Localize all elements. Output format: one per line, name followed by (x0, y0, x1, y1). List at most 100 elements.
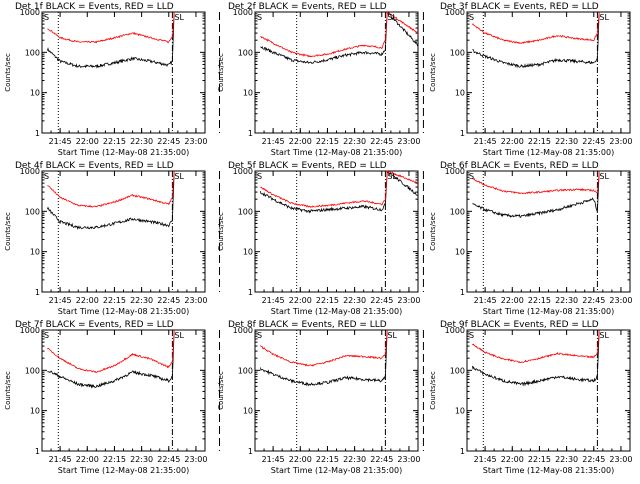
x-tick-label: 22:30 (555, 455, 578, 464)
series-line-events (260, 11, 419, 64)
saa-start-label: S (44, 13, 49, 22)
x-tick-label: 22:30 (343, 455, 366, 464)
x-tick-label: 23:00 (609, 455, 632, 464)
saa-start-label: S (257, 172, 262, 181)
y-tick-label: 1 (35, 129, 40, 138)
y-tick-label: 10 (243, 248, 253, 257)
series-line-events (472, 329, 600, 387)
x-tick-label: 22:00 (76, 296, 99, 305)
x-tick-label: 23:00 (397, 137, 420, 146)
x-tick-label: 22:15 (103, 137, 126, 146)
y-tick-label: 1000 (445, 167, 465, 176)
panel-1: Det 1f BLACK = Events, RED = LLD Counts/s… (4, 2, 220, 157)
saa-end-label: SL (174, 13, 184, 22)
x-tick-label: 22:00 (289, 455, 312, 464)
y-tick-label: 100 (238, 48, 253, 57)
y-tick-label: 10 (243, 407, 253, 416)
panel-title: Det 9f BLACK = Events, RED = LLD (440, 320, 599, 330)
y-tick-label: 1 (248, 129, 253, 138)
series-line-lld (472, 329, 600, 364)
series-line-events (260, 170, 419, 214)
y-tick-label: 10 (30, 248, 40, 257)
x-axis-label: Start Time (12-May-08 21:35:00) (483, 466, 614, 475)
y-tick-label: 1 (460, 447, 465, 456)
plot-frame (41, 11, 206, 134)
y-tick-label: 1 (248, 447, 253, 456)
saa-start-label: S (257, 331, 262, 340)
x-tick-label: 22:15 (103, 296, 126, 305)
y-axis-label: Counts/sec (429, 371, 437, 410)
x-tick-label: 22:30 (130, 296, 153, 305)
series-line-lld (260, 329, 388, 367)
x-axis-label: Start Time (12-May-08 21:35:00) (271, 307, 402, 316)
panel-title: Det 3f BLACK = Events, RED = LLD (440, 2, 599, 12)
x-tick-label: 21:45 (262, 137, 285, 146)
x-tick-label: 22:30 (555, 137, 578, 146)
saa-start-label: S (469, 331, 474, 340)
y-tick-label: 100 (25, 207, 40, 216)
x-tick-label: 22:30 (130, 455, 153, 464)
saa-start-label: S (469, 13, 474, 22)
plot-frame (466, 329, 631, 452)
y-tick-label: 1000 (20, 8, 40, 17)
series-line-lld (47, 11, 175, 44)
x-tick-label: 22:45 (157, 137, 180, 146)
x-tick-label: 21:45 (262, 296, 285, 305)
x-tick-label: 22:15 (103, 455, 126, 464)
saa-end-label: SL (599, 13, 609, 22)
series-line-events (47, 329, 175, 389)
y-tick-label: 1000 (445, 326, 465, 335)
x-axis-label: Start Time (12-May-08 21:35:00) (271, 148, 402, 157)
saa-start-label: S (44, 172, 49, 181)
panel-title: Det 4f BLACK = Events, RED = LLD (15, 161, 174, 171)
x-tick-label: 23:00 (184, 137, 207, 146)
panel-title: Det 7f BLACK = Events, RED = LLD (15, 320, 174, 330)
plot-frame (466, 170, 631, 293)
x-tick-label: 22:30 (130, 137, 153, 146)
plot-frame (466, 11, 631, 134)
y-axis-label: Counts/sec (429, 53, 437, 92)
y-tick-label: 1000 (233, 8, 253, 17)
series-line-events (260, 329, 388, 387)
x-tick-label: 21:45 (49, 455, 72, 464)
series-line-lld (47, 329, 175, 374)
y-axis-label: Counts/sec (4, 212, 12, 251)
y-tick-label: 1 (460, 129, 465, 138)
y-tick-label: 100 (238, 366, 253, 375)
x-tick-label: 21:45 (474, 296, 497, 305)
x-tick-label: 21:45 (474, 455, 497, 464)
y-tick-label: 100 (450, 48, 465, 57)
x-tick-label: 22:15 (316, 137, 339, 146)
x-tick-label: 22:45 (370, 455, 393, 464)
x-axis-label: Start Time (12-May-08 21:35:00) (58, 307, 189, 316)
saa-end-label: SL (599, 331, 609, 340)
plot-frame (41, 170, 206, 293)
panel-title: Det 5f BLACK = Events, RED = LLD (228, 161, 387, 171)
saa-end-label: SL (387, 172, 397, 181)
x-tick-label: 22:45 (582, 137, 605, 146)
y-tick-label: 100 (450, 366, 465, 375)
saa-start-label: S (44, 331, 49, 340)
y-tick-label: 10 (30, 89, 40, 98)
y-tick-label: 1 (248, 288, 253, 297)
x-tick-label: 22:45 (582, 455, 605, 464)
saa-end-label: SL (174, 331, 184, 340)
x-tick-label: 22:45 (582, 296, 605, 305)
panel-title: Det 1f BLACK = Events, RED = LLD (15, 2, 174, 12)
x-tick-label: 21:45 (49, 296, 72, 305)
x-tick-label: 22:15 (316, 296, 339, 305)
x-tick-label: 22:30 (343, 137, 366, 146)
x-tick-label: 22:30 (555, 296, 578, 305)
y-tick-label: 1 (35, 447, 40, 456)
plot-frame (254, 11, 419, 134)
panel-3: Det 3f BLACK = Events, RED = LLD Counts/s… (429, 2, 632, 157)
plot-frame (41, 329, 206, 452)
y-tick-label: 100 (238, 207, 253, 216)
y-axis-label: Counts/sec (217, 53, 225, 92)
x-tick-label: 22:15 (316, 455, 339, 464)
series-line-lld (260, 170, 419, 208)
x-tick-label: 22:00 (289, 296, 312, 305)
y-axis-label: Counts/sec (4, 371, 12, 410)
series-line-lld (472, 11, 600, 45)
x-tick-label: 22:15 (528, 455, 551, 464)
